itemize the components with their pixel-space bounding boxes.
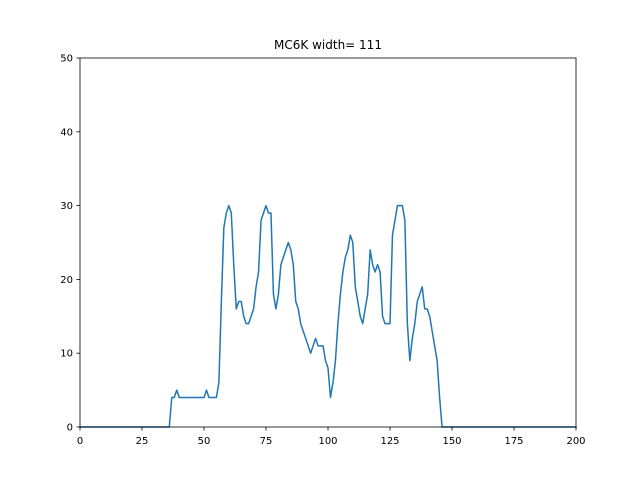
x-tick-label: 50 (198, 436, 211, 447)
y-tick-label: 50 (60, 54, 73, 65)
x-tick-label: 175 (504, 436, 523, 447)
y-tick-label: 0 (67, 423, 73, 434)
x-tick-label: 200 (566, 436, 585, 447)
x-tick-label: 150 (442, 436, 461, 447)
x-tick-label: 25 (136, 436, 149, 447)
series-line-0 (79, 204, 577, 428)
x-tick-label: 75 (260, 436, 273, 447)
y-tick-label: 20 (60, 275, 73, 286)
x-tick-label: 100 (318, 436, 337, 447)
axes: 0 25 50 75 100 125 150 175 200 0 10 20 30 40 50 (60, 54, 585, 448)
chart-title: MC6K width= 111 (274, 38, 382, 52)
x-tick-label: 125 (380, 436, 399, 447)
plot-area (79, 204, 577, 428)
x-tick-label: 0 (77, 436, 83, 447)
y-tick-label: 10 (60, 349, 73, 360)
y-tick-label: 40 (60, 127, 73, 138)
y-tick-label: 30 (60, 201, 73, 212)
